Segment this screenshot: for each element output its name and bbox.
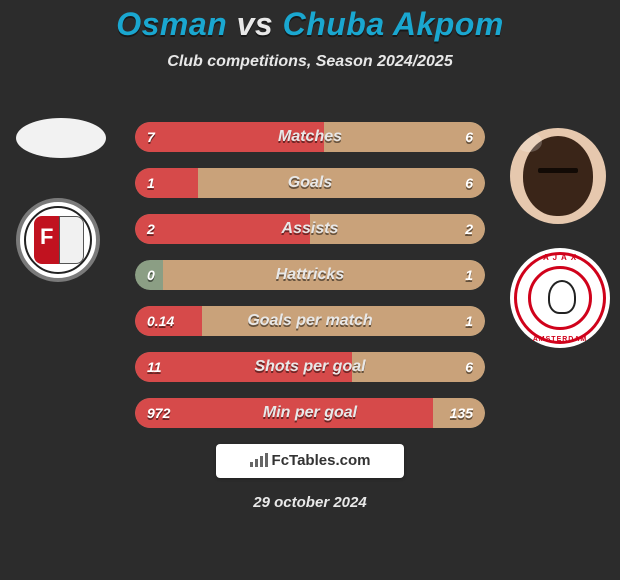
player1-photo: [16, 118, 106, 158]
stat-bar-left: [135, 122, 324, 152]
stat-bar-right: [202, 306, 486, 336]
stat-value-left: 2: [147, 214, 155, 244]
stat-row: 76Matches: [135, 122, 485, 152]
player2-name: Chuba Akpom: [283, 6, 504, 42]
stat-bar-right: [324, 122, 485, 152]
stats-container: 76Matches16Goals22Assists01Hattricks0.14…: [135, 122, 485, 444]
stat-value-left: 11: [147, 352, 162, 382]
stat-value-left: 0.14: [147, 306, 174, 336]
stat-bar-left: [135, 168, 198, 198]
stat-value-right: 2: [465, 214, 473, 244]
stat-row: 972135Min per goal: [135, 398, 485, 428]
stat-value-right: 6: [465, 168, 473, 198]
title-vs: vs: [237, 6, 274, 42]
stat-row: 16Goals: [135, 168, 485, 198]
source-badge: FcTables.com: [216, 444, 404, 478]
stat-value-right: 1: [465, 260, 473, 290]
player2-column: A J A X AMSTERDAM: [510, 128, 610, 348]
stat-value-right: 6: [465, 352, 473, 382]
player1-name: Osman: [116, 6, 227, 42]
stat-bar-right: [198, 168, 485, 198]
player2-club-badge: A J A X AMSTERDAM: [510, 248, 610, 348]
stat-value-right: 135: [450, 398, 473, 428]
stat-bar-right: [310, 214, 485, 244]
stat-row: 22Assists: [135, 214, 485, 244]
stat-value-left: 7: [147, 122, 155, 152]
stat-bar-left: [135, 352, 352, 382]
player1-column: F: [16, 118, 106, 282]
stat-value-left: 1: [147, 168, 155, 198]
source-site: FcTables.com: [272, 452, 371, 469]
chart-bars-icon: [250, 453, 268, 467]
stat-value-left: 0: [147, 260, 155, 290]
stat-row: 01Hattricks: [135, 260, 485, 290]
stat-value-left: 972: [147, 398, 170, 428]
stat-bar-right: [163, 260, 485, 290]
player1-club-badge: F: [16, 198, 100, 282]
stat-row: 0.141Goals per match: [135, 306, 485, 336]
subtitle: Club competitions, Season 2024/2025: [0, 53, 620, 71]
stat-bar-left: [135, 398, 433, 428]
stat-row: 116Shots per goal: [135, 352, 485, 382]
date-text: 29 october 2024: [0, 494, 620, 511]
player2-photo: [510, 128, 606, 224]
comparison-title: Osman vs Chuba Akpom: [0, 0, 620, 43]
stat-value-right: 1: [465, 306, 473, 336]
stat-value-right: 6: [465, 122, 473, 152]
stat-bar-left: [135, 214, 310, 244]
